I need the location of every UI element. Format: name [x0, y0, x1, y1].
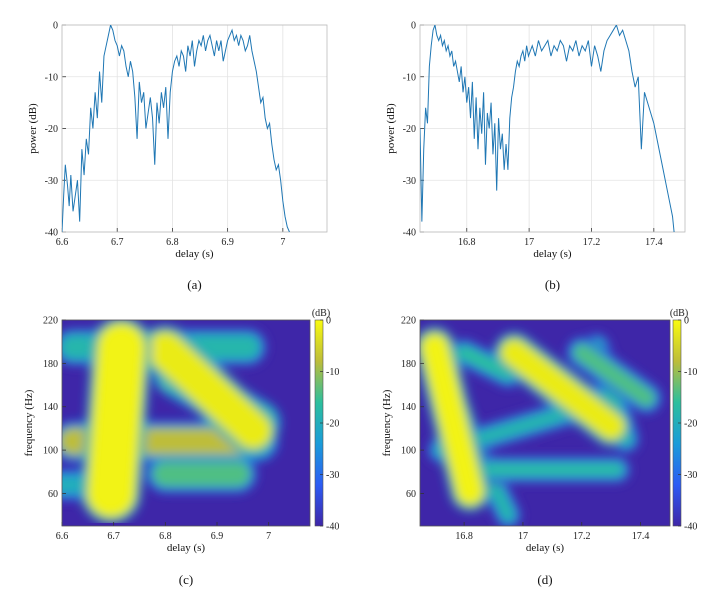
- y-tick-label: 220: [401, 316, 416, 327]
- colorbar-tick-label: -20: [326, 419, 339, 430]
- x-tick-label: 7: [280, 237, 285, 248]
- colorbar-tick-label: -40: [326, 522, 339, 533]
- colorbar-tick-label: 0: [684, 316, 689, 327]
- colorbar-tick-label: -40: [684, 522, 697, 533]
- x-tick-label: 17: [524, 237, 534, 248]
- subfigure-caption: (d): [537, 572, 552, 587]
- x-tick-label: 17.2: [583, 237, 601, 248]
- y-tick-label: -30: [403, 176, 416, 187]
- heatmap-band: [421, 333, 484, 505]
- colorbar-label: (dB): [312, 308, 330, 319]
- colorbar-tick-label: -10: [326, 367, 339, 378]
- y-tick-label: 180: [43, 359, 58, 370]
- y-tick-label: -20: [403, 124, 416, 135]
- y-axis-label: frequency (Hz): [23, 389, 35, 456]
- heatmap-band: [87, 323, 145, 517]
- colorbar-tick-label: -20: [684, 419, 697, 430]
- panel-d: 220 180 140 100 60 16.8 17 17.2 17.4 delay (s) fre…: [381, 308, 697, 587]
- colorbar-tick-label: -10: [684, 367, 697, 378]
- y-tick-label: -10: [45, 72, 58, 83]
- panel-a: 0 -10 -20 -30 -406.6 6.7 6.8 6.9 7 delay (s) power…: [27, 21, 328, 292]
- y-tick-label: 180: [401, 359, 416, 370]
- y-tick-label: 140: [43, 402, 58, 413]
- y-axis-label: power (dB): [385, 103, 397, 154]
- x-tick-label: 6.8: [159, 531, 172, 542]
- heatmap-bands: [62, 320, 281, 524]
- x-tick-label: 16.8: [458, 237, 476, 248]
- x-tick-label: 6.7: [107, 531, 120, 542]
- y-tick-label: 60: [48, 489, 58, 500]
- y-tick-label: -20: [45, 124, 58, 135]
- heatmap-area: [62, 320, 310, 526]
- x-axis-label: delay (s): [533, 248, 572, 260]
- x-axis-label: delay (s): [175, 248, 214, 260]
- plot-frame: [61, 319, 311, 527]
- x-tick-label: 16.8: [455, 531, 473, 542]
- x-axis-label: delay (s): [167, 542, 206, 554]
- x-tick-label: 7: [266, 531, 271, 542]
- x-tick-label: 6.6: [56, 531, 69, 542]
- colorbar-tick-label: 0: [326, 316, 331, 327]
- y-tick-label: 140: [401, 402, 416, 413]
- y-tick-label: 0: [411, 21, 416, 32]
- x-tick-label: 17.4: [632, 531, 650, 542]
- x-tick-label: 6.9: [221, 237, 234, 248]
- heatmap-band: [572, 343, 656, 407]
- y-tick-label: 0: [53, 21, 58, 32]
- heatmap-band: [147, 332, 272, 449]
- y-tick-label: 60: [406, 489, 416, 500]
- heatmap-band: [500, 339, 625, 440]
- colorbar-tick-label: -30: [326, 470, 339, 481]
- x-axis-label: delay (s): [526, 542, 565, 554]
- x-tick-label: 17: [518, 531, 528, 542]
- y-tick-label: -40: [45, 228, 58, 239]
- panel-b: 0 -10 -20 -30 -40 16.8 17 17.2 17.4 delay (s) powe…: [385, 21, 686, 292]
- series-line: [420, 25, 675, 232]
- plot-frame: [419, 319, 671, 527]
- heatmap-area: [420, 320, 670, 526]
- series-line: [62, 25, 290, 232]
- y-tick-label: 100: [401, 446, 416, 457]
- y-tick-label: -10: [403, 72, 416, 83]
- heatmap-band: [456, 345, 516, 382]
- x-tick-label: 17.2: [573, 531, 591, 542]
- x-tick-label: 6.7: [111, 237, 124, 248]
- y-tick-label: -40: [403, 228, 416, 239]
- x-tick-label: 6.8: [166, 237, 179, 248]
- y-axis-label: power (dB): [27, 103, 39, 154]
- heatmap-bands: [420, 326, 663, 526]
- y-tick-label: -30: [45, 176, 58, 187]
- subfigure-caption: (c): [179, 572, 193, 587]
- y-axis-label: frequency (Hz): [381, 389, 393, 456]
- plot-frame: [61, 24, 328, 233]
- subfigure-caption: (b): [545, 277, 560, 292]
- x-tick-label: 17.4: [645, 237, 663, 248]
- y-tick-label: 220: [43, 316, 58, 327]
- colorbar-label: (dB): [670, 308, 688, 319]
- colorbar-tick-label: -30: [684, 470, 697, 481]
- x-tick-label: 6.9: [211, 531, 224, 542]
- panel-c: 220 180 140 100 60 6.6 6.7 6.8 6.9 7 delay (s) freq…: [23, 308, 339, 587]
- subfigure-caption: (a): [187, 277, 201, 292]
- y-tick-label: 100: [43, 446, 58, 457]
- x-tick-label: 6.6: [56, 237, 69, 248]
